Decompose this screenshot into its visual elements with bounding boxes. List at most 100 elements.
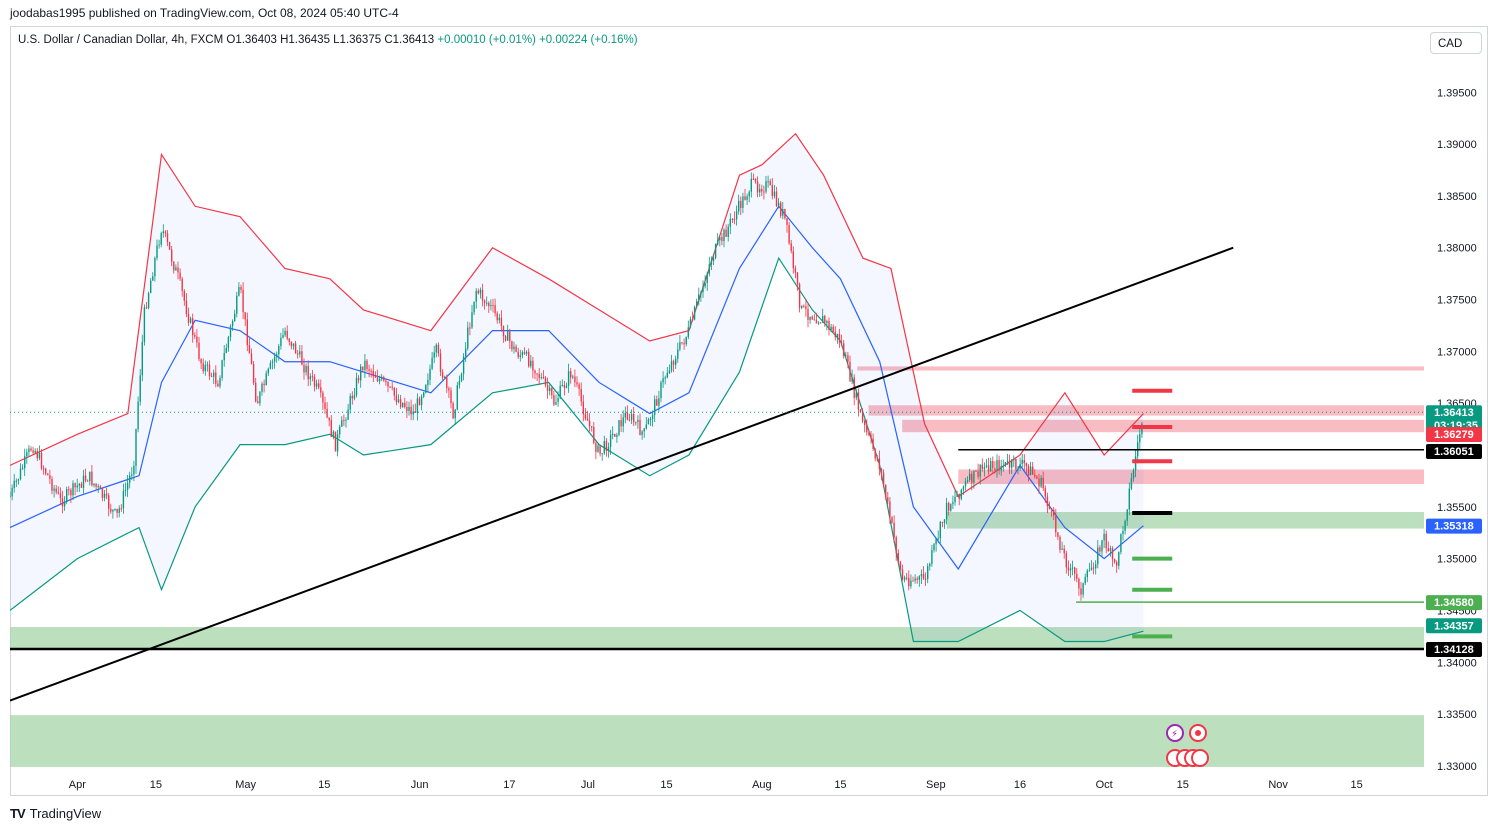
candle-body	[345, 419, 347, 421]
candle-body	[68, 489, 70, 491]
candle-body	[937, 538, 939, 540]
candle-body	[30, 448, 32, 451]
candle-body	[500, 317, 503, 326]
candle-body	[309, 376, 311, 380]
candle-body	[553, 395, 555, 405]
candle-body	[408, 406, 410, 412]
candle-body	[467, 327, 469, 349]
candle-body	[242, 289, 244, 313]
candle-body	[574, 376, 576, 383]
candle-body	[517, 351, 519, 358]
candle-body	[723, 229, 725, 241]
candle-body	[624, 413, 626, 418]
candle-body	[620, 420, 622, 427]
candle-body	[945, 502, 948, 520]
candle-body	[45, 468, 47, 474]
currency-button[interactable]: CAD	[1430, 32, 1482, 54]
candle-body	[763, 191, 765, 193]
tradingview-brand[interactable]: TV TradingView	[10, 806, 101, 821]
candle-body	[939, 521, 941, 539]
candle-body	[223, 352, 225, 361]
candle-body	[80, 483, 83, 488]
candle-body	[654, 399, 656, 415]
candle-body	[118, 508, 120, 513]
candle-body	[307, 365, 309, 380]
candle-body	[542, 377, 545, 379]
candle-body	[523, 352, 526, 354]
candle-body	[248, 345, 251, 354]
candle-body	[137, 401, 139, 430]
candle-body	[660, 382, 662, 399]
candle-body	[399, 399, 402, 407]
candle-body	[511, 341, 513, 350]
candle-body	[555, 402, 557, 405]
price-tick: 1.38000	[1437, 243, 1477, 255]
symbol-legend[interactable]: U.S. Dollar / Canadian Dollar, 4h, FXCM …	[18, 34, 638, 46]
candle-body	[714, 244, 717, 258]
candle-body	[110, 508, 112, 512]
candle-body	[809, 316, 811, 320]
candle-body	[956, 493, 958, 497]
candle-body	[349, 395, 351, 410]
candle-body	[971, 473, 973, 483]
candle-body	[1034, 474, 1036, 477]
candle-body	[897, 553, 899, 562]
candle-body	[838, 333, 841, 343]
candle-body	[651, 414, 654, 419]
candle-body	[465, 348, 467, 357]
candle-body	[580, 388, 582, 402]
candle-body	[572, 376, 574, 378]
candle-body	[196, 336, 198, 343]
candle-body	[343, 420, 345, 422]
candle-body	[628, 419, 631, 421]
candle-body	[257, 401, 259, 404]
candle-body	[87, 480, 89, 482]
price-label-box	[1426, 427, 1482, 442]
candle-body	[112, 509, 114, 512]
candle-body	[536, 373, 538, 375]
candle-body	[1065, 553, 1067, 568]
candle-body	[177, 267, 179, 273]
candle-body	[679, 342, 681, 350]
candle-body	[391, 386, 393, 388]
candle-body	[824, 315, 826, 323]
candle-body	[429, 368, 431, 380]
candle-body	[301, 351, 303, 365]
candle-body	[742, 196, 744, 208]
upper-band-line	[10, 132, 1144, 498]
candle-body	[719, 237, 721, 241]
candle-body	[515, 346, 517, 352]
time-tick: Nov	[1268, 779, 1288, 791]
candle-body	[859, 409, 862, 413]
candle-body	[710, 260, 713, 265]
candle-body	[24, 456, 26, 469]
candle-body	[124, 489, 127, 491]
candle-body	[483, 300, 486, 303]
candle-body	[985, 465, 988, 468]
candle-body	[1000, 465, 1002, 471]
candle-body	[987, 465, 990, 472]
candle-body	[122, 490, 125, 509]
candle-body	[213, 372, 215, 377]
candle-body	[164, 231, 167, 234]
candle-body	[910, 580, 912, 587]
candle-body	[492, 304, 494, 306]
us-flag-icon[interactable]	[1191, 749, 1209, 767]
candle-body	[385, 380, 387, 382]
candle-body	[1029, 466, 1032, 476]
candle-body	[528, 351, 530, 367]
candle-body	[108, 495, 110, 509]
candle-body	[1004, 462, 1007, 466]
candle-body	[1105, 533, 1107, 549]
price-label-box	[1426, 405, 1482, 434]
candle-body	[460, 373, 463, 381]
candle-body	[387, 381, 389, 387]
candle-body	[1036, 476, 1038, 479]
lightning-event-icon[interactable]	[1166, 724, 1184, 742]
candle-body	[994, 468, 996, 471]
candle-body	[771, 185, 773, 196]
candle-body	[626, 413, 629, 420]
candle-body	[693, 306, 696, 320]
price-tick: 1.39500	[1437, 87, 1477, 99]
